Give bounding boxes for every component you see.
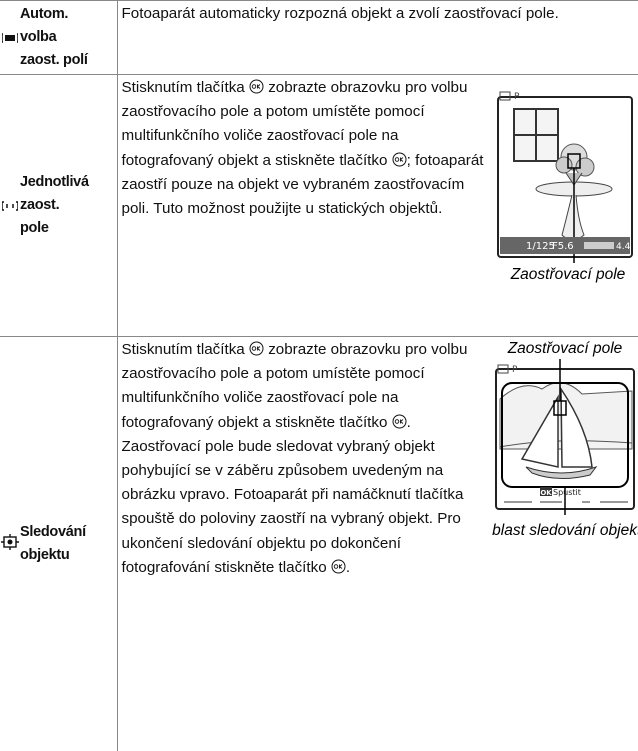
screen-text: 1/125 (526, 241, 555, 252)
row: Jednotlivá zaost. pole Stisknutím tlačít… (0, 75, 638, 337)
row: Autom. volba zaost. polí Fotoaparát auto… (0, 1, 638, 75)
text: . (346, 559, 350, 576)
label-line: objektu (20, 544, 117, 567)
label-cell: Autom. volba zaost. polí (20, 1, 117, 75)
image-cell: Zaostřovací pole P OK Spustit Oblast sle… (492, 337, 638, 751)
icon-cell (0, 75, 20, 337)
screen-text: OK (540, 489, 552, 497)
label-line: volba (20, 26, 117, 49)
single-point-icon (2, 201, 18, 211)
ok-button-icon (249, 341, 264, 356)
text: Stisknutím tlačítka (122, 341, 245, 358)
caption: Oblast sledování objektu (492, 522, 638, 539)
auto-area-icon (2, 33, 18, 43)
image-cell: P 1/125 F5.6 4.4 Zaostřovací pole (492, 75, 638, 337)
label-line: pole (20, 217, 117, 240)
screen-text: P (514, 92, 520, 102)
screen-text: 4.4 (616, 242, 631, 252)
subject-tracking-icon (1, 534, 19, 550)
screen-text: F5.6 (552, 241, 574, 252)
label-cell: Jednotlivá zaost. pole (20, 75, 117, 337)
ok-button-icon (249, 79, 264, 94)
text: Stisknutím tlačítka (122, 79, 245, 96)
text: Fotoaparát automaticky rozpozná objekt a… (122, 5, 559, 22)
screen-illustration: Zaostřovací pole P OK Spustit Oblast sle… (492, 339, 638, 549)
screen-illustration: P 1/125 F5.6 4.4 Zaostřovací pole (492, 85, 638, 295)
description: Stisknutím tlačítka zobrazte obrazovku p… (117, 337, 492, 751)
ok-button-icon (392, 414, 407, 429)
label-line: Autom. (20, 3, 117, 26)
caption: Zaostřovací pole (510, 266, 626, 283)
label-line: Jednotlivá (20, 171, 117, 194)
screen-text: P (512, 365, 518, 375)
ok-button-icon (392, 152, 407, 167)
description: Fotoaparát automaticky rozpozná objekt a… (117, 1, 638, 75)
row: Sledování objektu Stisknutím tlačítka zo… (0, 337, 638, 751)
text: . Zaostřovací pole bude sledovat vybraný… (122, 414, 464, 576)
icon-cell (0, 337, 20, 751)
label-line: Sledování (20, 521, 117, 544)
label-line: zaost. (20, 194, 117, 217)
caption: Zaostřovací pole (507, 340, 623, 357)
label-cell: Sledování objektu (20, 337, 117, 751)
label-line: zaost. polí (20, 49, 117, 72)
description: Stisknutím tlačítka zobrazte obrazovku p… (117, 75, 492, 337)
ok-button-icon (331, 559, 346, 574)
icon-cell (0, 1, 20, 75)
screen-text: Spustit (553, 488, 581, 497)
